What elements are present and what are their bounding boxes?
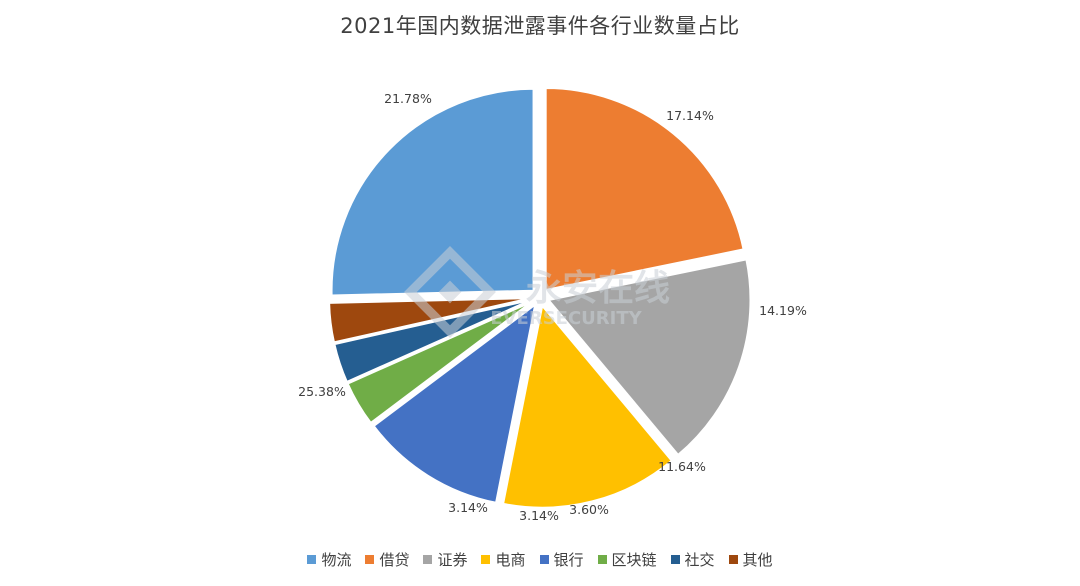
legend-swatch — [539, 555, 549, 564]
pie-value-label: 3.14% — [519, 508, 559, 523]
pie-slices — [328, 87, 752, 509]
pie-slice-7 — [333, 298, 532, 384]
pie-value-labels: 25.38% 21.78% 17.14% 14.19% 11.64% 3.60% 3.14%… — [298, 91, 807, 523]
chart-title: 2021年国内数据泄露事件各行业数量占比 — [340, 14, 740, 38]
legend-label: 区块链 — [611, 551, 657, 569]
legend-item: 物流 — [307, 549, 351, 570]
legend-label: 社交 — [684, 551, 715, 569]
pie-value-label: 11.64% — [658, 459, 706, 474]
legend-item: 其他 — [728, 549, 773, 570]
pie-value-label: 14.19% — [759, 303, 807, 318]
legend-swatch — [481, 555, 491, 564]
legend-swatch — [365, 555, 375, 564]
pie-value-label: 21.78% — [384, 91, 432, 106]
legend-label: 电商 — [495, 551, 526, 569]
legend: 物流 借贷 证券 电商 银行 区块链 社交 其他 — [0, 549, 1080, 570]
watermark-en-text: EVERSECURITY — [490, 308, 642, 329]
legend-item: 借贷 — [365, 549, 409, 570]
legend-swatch — [307, 555, 317, 564]
pie-slice-5 — [372, 302, 537, 504]
pie-value-label: 3.14% — [448, 500, 488, 515]
pie-slice-4 — [501, 303, 674, 509]
legend-label: 其他 — [742, 551, 773, 569]
watermark-cn-text: 永安在线 — [526, 268, 670, 309]
pie-slice-2 — [544, 87, 745, 292]
legend-label: 银行 — [553, 551, 584, 569]
pie-slice-1 — [330, 87, 535, 297]
pie-value-label: 25.38% — [298, 384, 346, 399]
legend-swatch — [728, 555, 738, 564]
legend-label: 物流 — [321, 551, 352, 569]
legend-swatch — [597, 555, 607, 564]
legend-item: 证券 — [423, 549, 467, 570]
legend-swatch — [423, 555, 433, 564]
legend-label: 借贷 — [379, 551, 410, 569]
legend-item: 社交 — [670, 549, 715, 570]
legend-swatch — [670, 555, 680, 564]
pie-slice-8 — [328, 297, 532, 344]
legend-item: 银行 — [539, 549, 584, 570]
pie-slice-6 — [346, 300, 533, 425]
legend-item: 电商 — [481, 549, 526, 570]
pie-value-label: 3.60% — [569, 502, 609, 517]
legend-item: 区块链 — [597, 549, 657, 570]
legend-label: 证券 — [437, 551, 468, 569]
pie-slice-3 — [546, 258, 752, 457]
pie-value-label: 17.14% — [666, 108, 714, 123]
